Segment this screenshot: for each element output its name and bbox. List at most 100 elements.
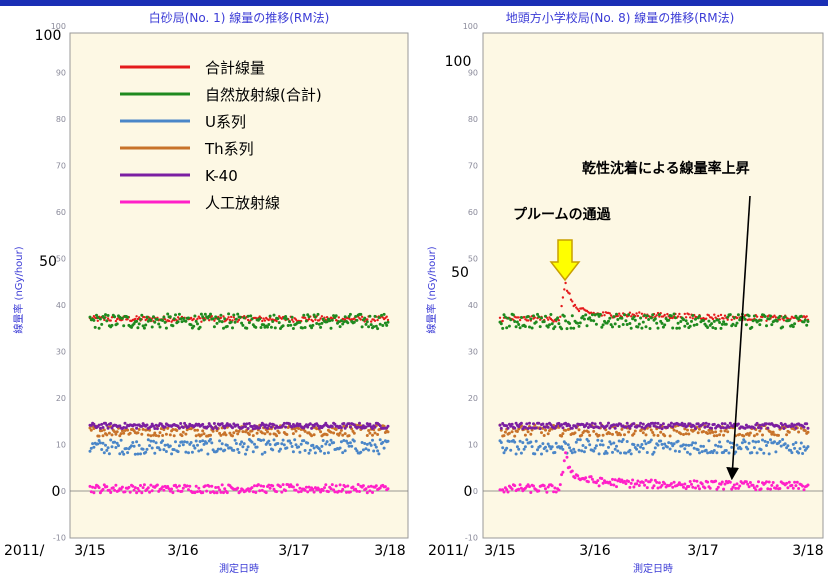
data-point [96,319,100,322]
data-point [262,438,266,442]
data-point [241,425,245,429]
data-point [757,426,760,430]
data-point [209,433,212,437]
data-point [683,447,687,451]
data-point [546,325,550,329]
data-point [640,425,644,429]
data-point [298,422,302,426]
data-point [656,486,660,490]
data-point [590,477,594,481]
data-point [161,319,165,322]
data-point [311,443,315,447]
data-point [806,320,810,323]
data-point [613,447,617,451]
data-point [718,321,722,324]
data-point [319,430,323,434]
data-point [744,423,748,427]
data-point [103,318,106,322]
data-point [544,487,547,491]
data-point [546,425,550,429]
data-point [210,484,214,488]
data-point [106,426,110,430]
data-point [373,431,377,435]
data-point [216,485,220,489]
data-point [773,314,776,317]
data-point [164,326,168,330]
y-axis-label-left: 線量率 (nGy/hour) [12,246,25,333]
data-point [778,440,782,443]
y-tick-big-50-right: 50 [451,265,469,281]
data-point [581,444,585,447]
data-point [386,430,390,434]
data-point [332,441,336,445]
data-point [790,483,794,487]
series-right [498,281,810,494]
data-point [277,321,281,325]
data-point [227,312,231,316]
data-point [246,318,250,322]
data-point [101,426,105,429]
data-point [339,440,343,444]
data-point [644,442,648,446]
data-point [272,423,276,427]
data-point [118,452,122,456]
data-point [115,322,119,326]
data-point [303,449,307,452]
data-point [743,440,747,444]
data-point [218,439,222,443]
data-point [168,444,172,448]
data-point [652,450,656,454]
data-point [231,426,234,430]
data-point [580,449,584,453]
data-point [261,319,264,323]
data-point [153,427,157,430]
data-point [593,422,597,426]
data-point [273,426,277,430]
data-point [158,448,162,452]
data-point [368,489,372,493]
data-point [311,323,315,327]
data-point [655,321,659,325]
data-point [97,486,101,490]
data-point [715,434,719,438]
data-point [677,326,681,330]
data-point [570,451,574,455]
data-point [316,312,320,316]
y-tick-small: 30 [468,348,478,357]
data-point [174,313,177,317]
data-point [149,439,153,443]
data-point [625,440,629,443]
data-point [612,441,616,445]
data-point [584,313,588,317]
data-point [761,438,764,442]
data-point [754,440,758,444]
data-point [704,421,708,425]
data-point [552,320,555,323]
data-point [598,443,602,447]
data-point [193,491,197,495]
data-point [216,317,220,321]
data-point [609,314,613,317]
data-point [696,431,700,435]
data-point [655,314,658,317]
data-point [288,439,291,443]
data-point [264,491,268,495]
data-point [317,488,321,492]
data-point [100,422,104,426]
data-point [629,326,633,330]
data-point [660,442,664,446]
data-point [750,451,754,455]
data-point [641,320,645,324]
data-point [723,429,727,433]
data-point [649,478,653,482]
data-point [534,426,538,430]
data-point [639,421,643,425]
data-point [514,325,518,329]
data-point [689,316,692,319]
data-point [652,424,656,428]
data-point [672,428,676,432]
data-point [658,315,661,318]
data-point [114,319,118,323]
data-point [219,313,223,317]
